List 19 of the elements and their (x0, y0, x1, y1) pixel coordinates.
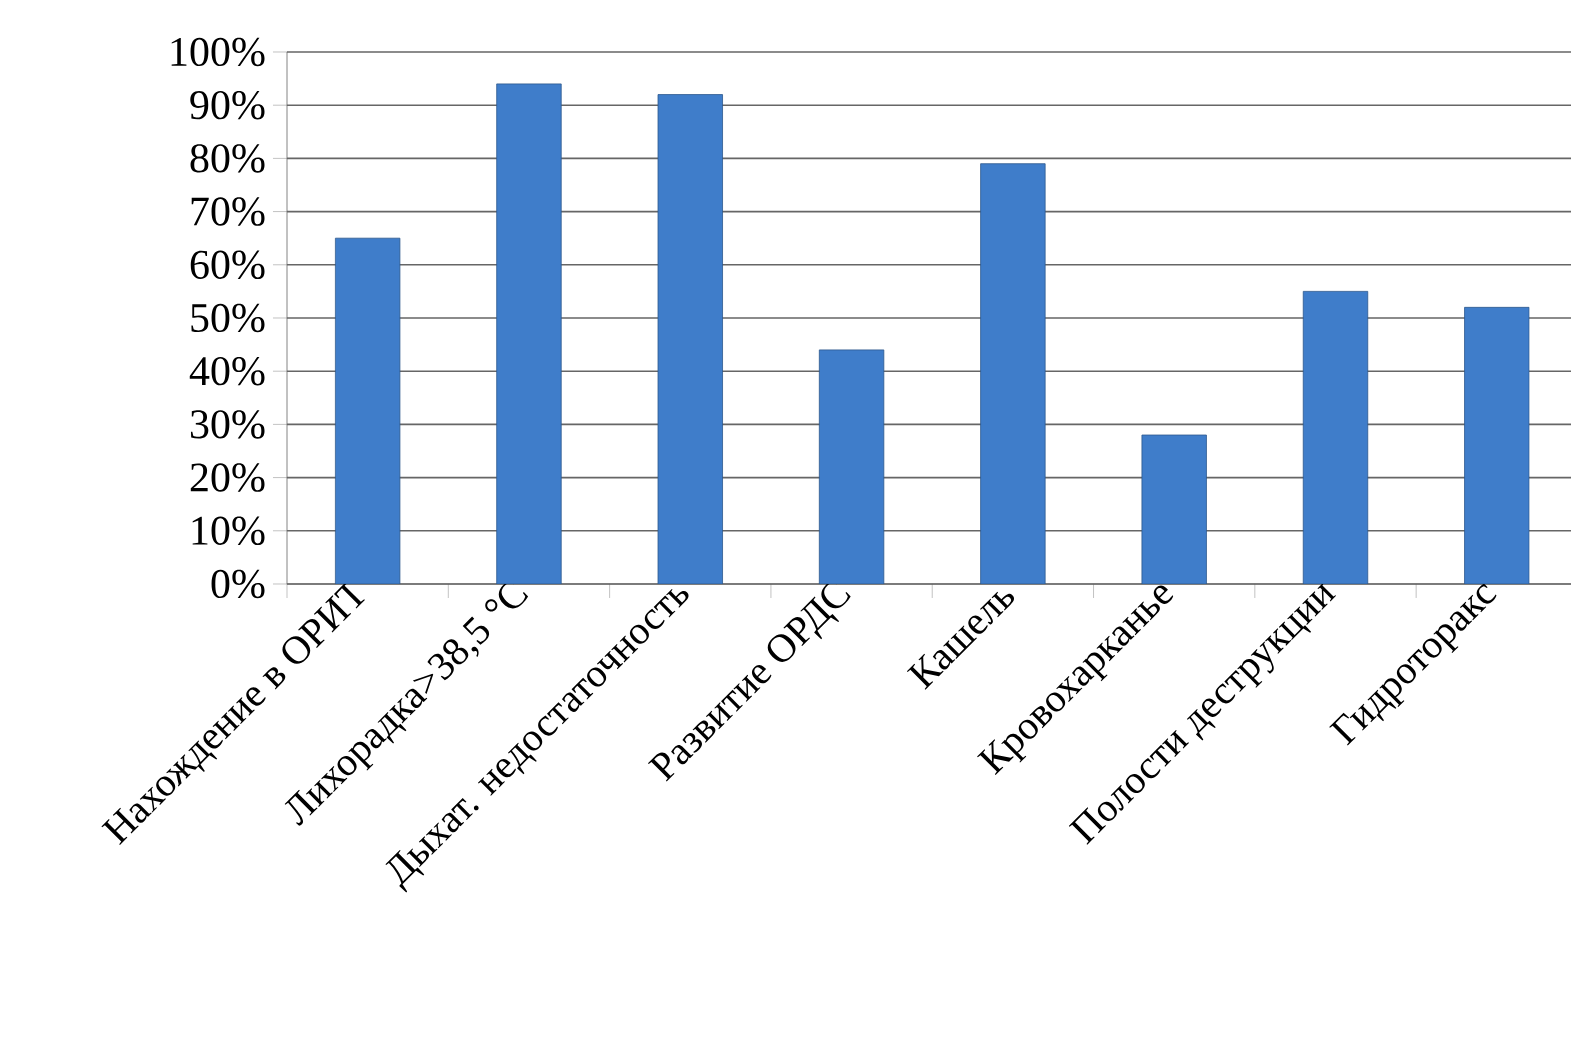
bar (657, 94, 723, 584)
y-tick-label: 70% (191, 197, 265, 226)
bar (818, 349, 885, 584)
bar (334, 237, 401, 584)
y-tick-label: 20% (190, 463, 265, 492)
y-tick-label: 80% (190, 144, 265, 173)
y-tick-label: 30% (190, 410, 265, 439)
bar (496, 83, 562, 584)
y-tick-label: 100% (171, 37, 265, 67)
bar (1141, 434, 1207, 584)
y-tick-label: 0% (211, 569, 265, 599)
y-tick-label: 40% (189, 356, 265, 386)
bar (1302, 290, 1369, 584)
y-tick-label: 10% (192, 516, 265, 546)
y-tick-label: 90% (190, 90, 265, 120)
bar (1464, 306, 1530, 584)
bar (980, 163, 1046, 584)
y-tick-label: 60% (190, 250, 265, 280)
y-tick-label: 50% (191, 303, 265, 333)
